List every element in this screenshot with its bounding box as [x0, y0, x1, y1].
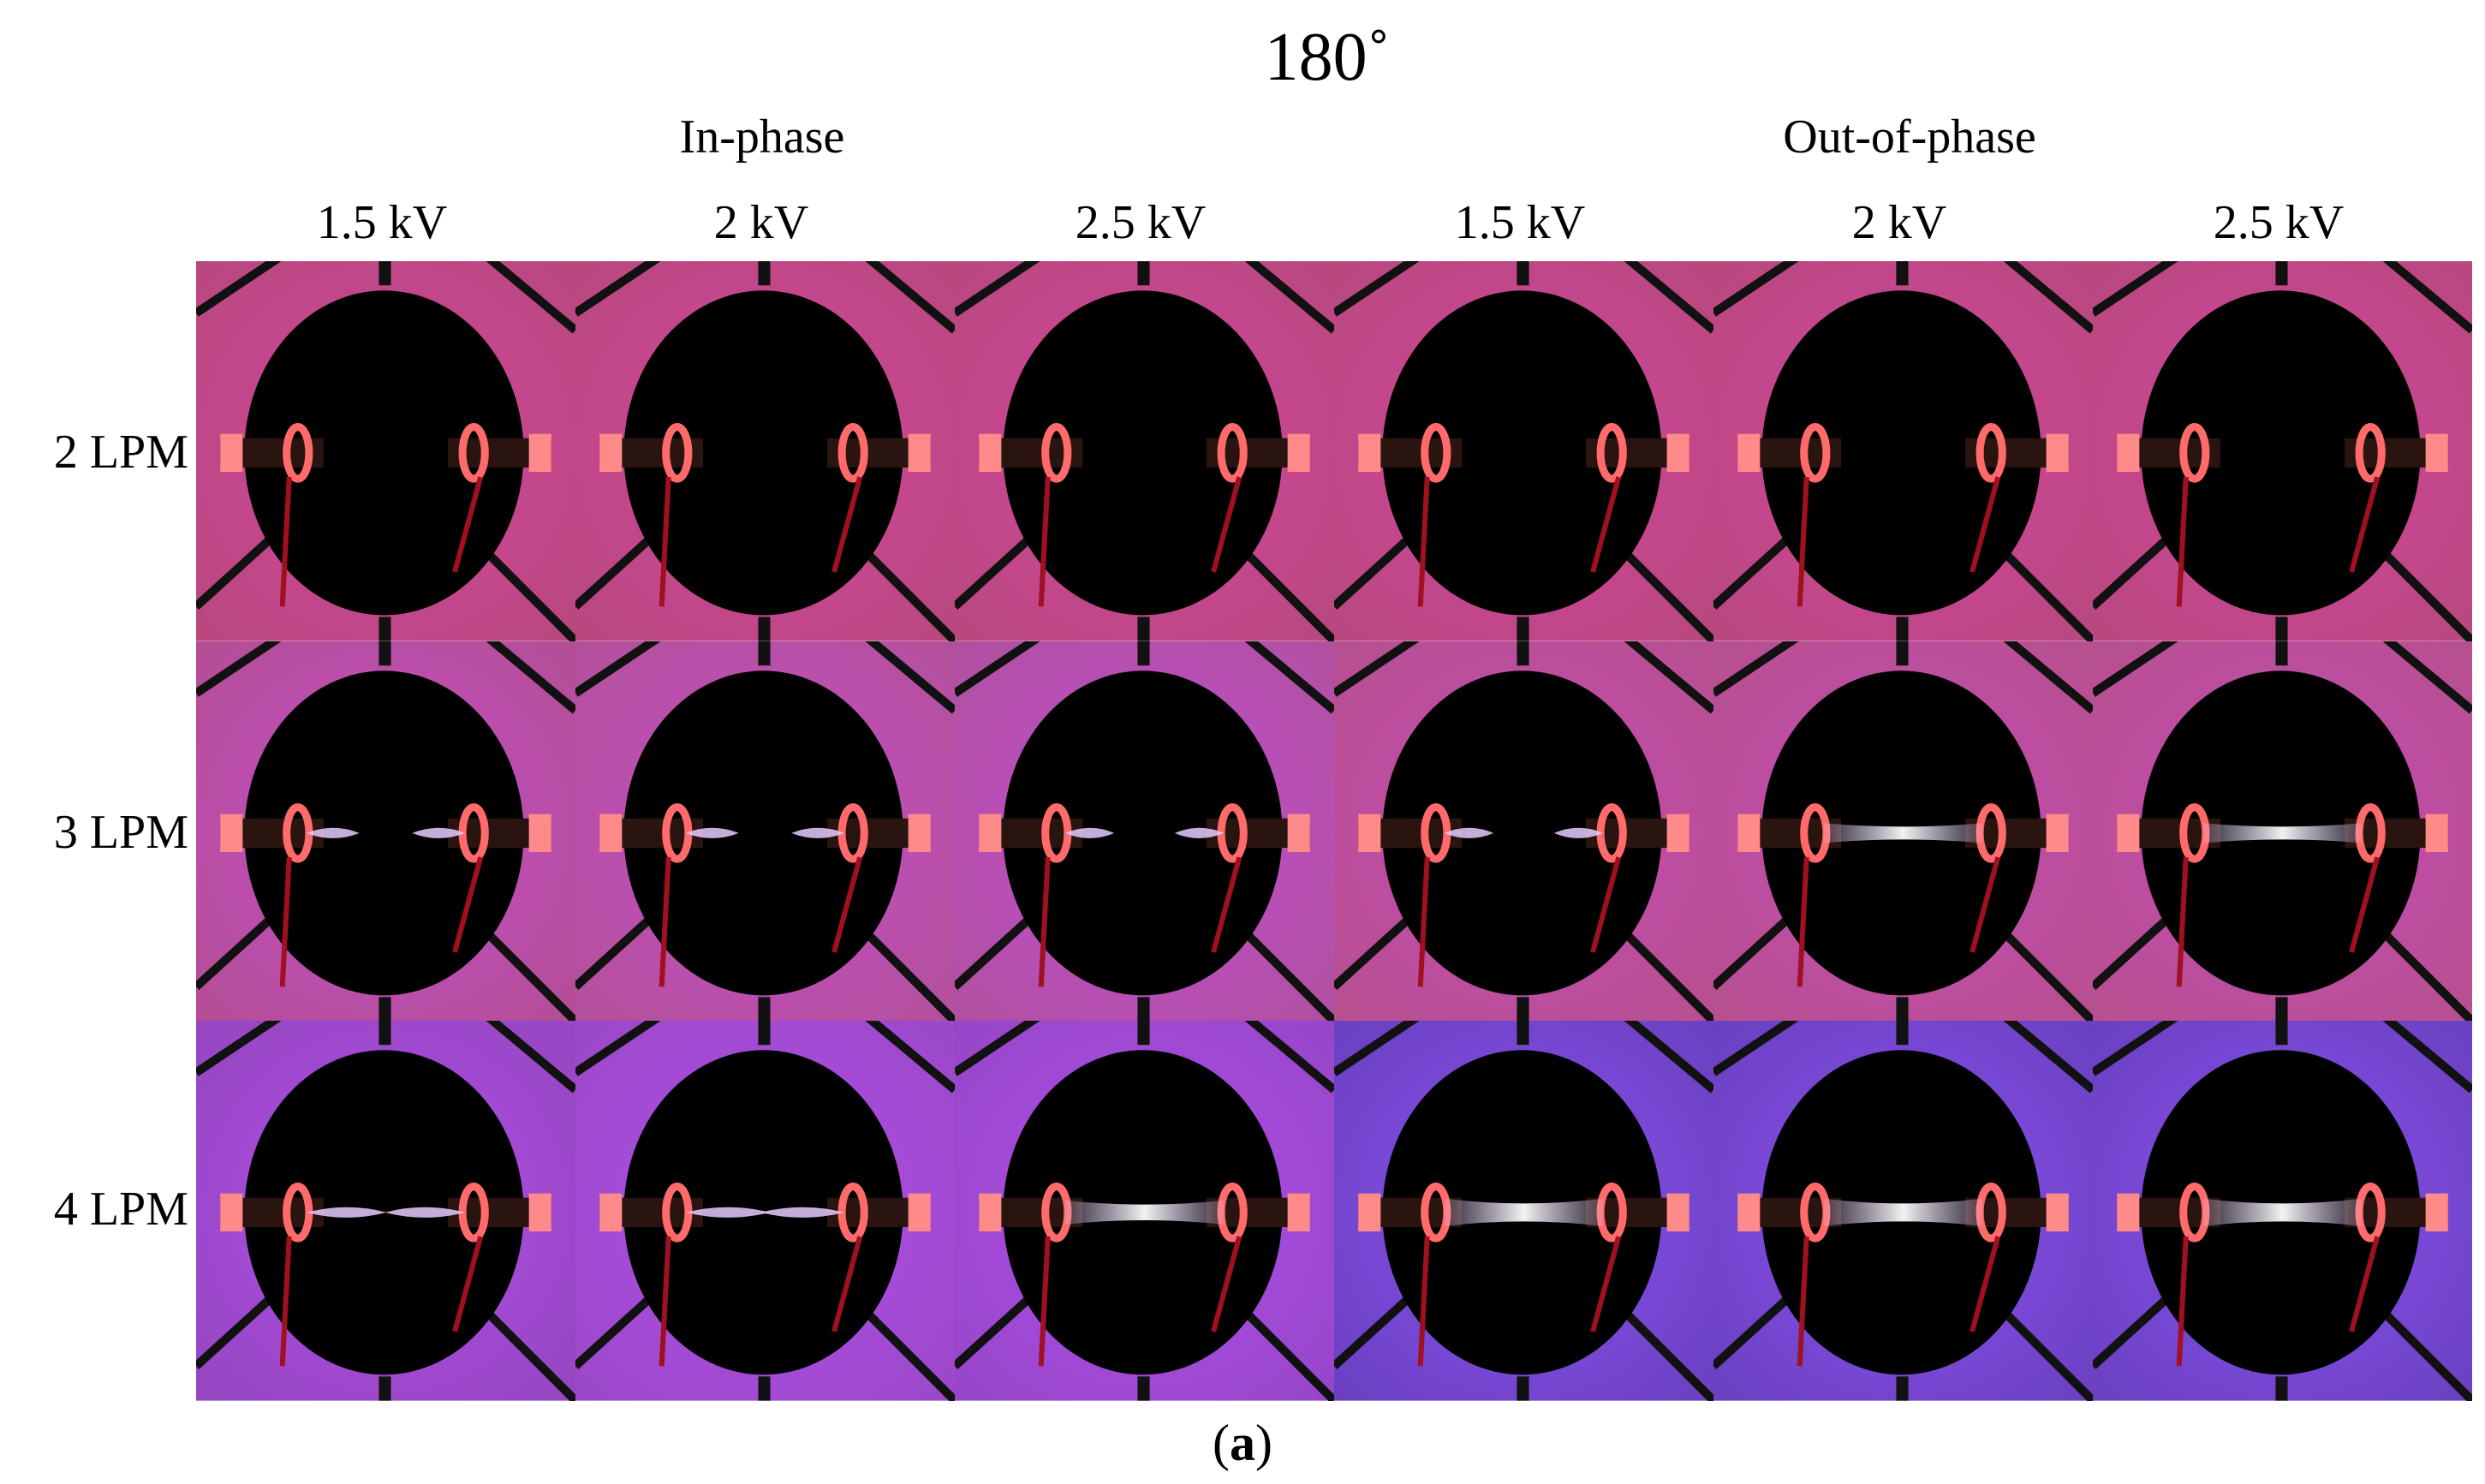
photo-panel: [2093, 261, 2472, 641]
figure-caption: (a): [1213, 1415, 1272, 1471]
row-label-3: 4 LPM: [53, 1183, 188, 1236]
photo-panel: [196, 261, 575, 641]
photo-panel: [1334, 261, 1713, 641]
figure-title: 180˚: [1264, 20, 1391, 95]
photo-panel: [575, 641, 955, 1022]
photo-panel: [575, 261, 955, 641]
photo-panel: [955, 1021, 1334, 1401]
photo-panel: [1334, 1021, 1713, 1401]
photo-panel: [2093, 1021, 2472, 1401]
photo-panel: [196, 641, 575, 1022]
photo-panel: [1713, 1021, 2093, 1401]
photo-panel: [955, 261, 1334, 641]
photo-panel: [1334, 641, 1713, 1022]
photo-panel: [196, 1021, 575, 1401]
column-label-2: 2 kV: [713, 196, 809, 249]
group-label-in-phase: In-phase: [679, 110, 845, 164]
photo-panel: [575, 1021, 955, 1401]
photo-panel: [955, 641, 1334, 1022]
photo-panel: [1713, 641, 2093, 1022]
column-label-1: 1.5 kV: [316, 196, 448, 249]
column-label-4: 1.5 kV: [1454, 196, 1586, 249]
row-label-1: 2 LPM: [53, 426, 188, 479]
column-label-5: 2 kV: [1851, 196, 1947, 249]
photo-panel: [2093, 641, 2472, 1022]
photo-panel: [1713, 261, 2093, 641]
row-label-2: 3 LPM: [53, 806, 188, 859]
column-label-6: 2.5 kV: [2213, 196, 2345, 249]
group-label-out-of-phase: Out-of-phase: [1783, 110, 2036, 164]
photo-grid: [196, 261, 2472, 1401]
column-label-3: 2.5 kV: [1075, 196, 1207, 249]
